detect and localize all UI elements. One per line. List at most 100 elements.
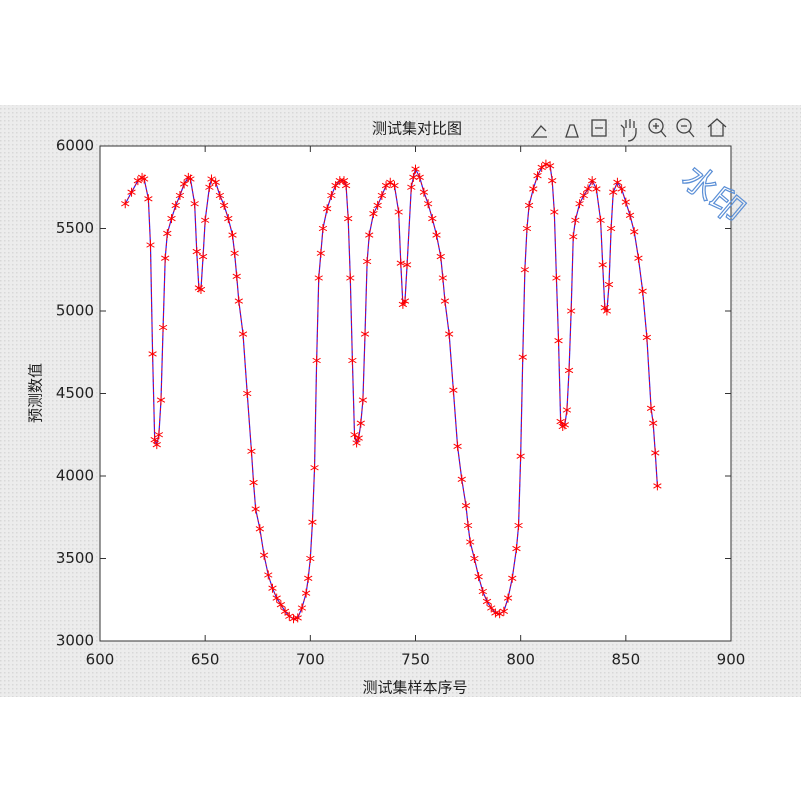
x-tick-label: 900 — [717, 651, 746, 669]
star-marker — [415, 172, 424, 182]
x-tick-label: 750 — [401, 651, 430, 669]
toolbar-button[interactable] — [676, 118, 695, 138]
star-marker — [306, 554, 315, 563]
star-marker — [201, 215, 210, 225]
star-marker — [276, 600, 286, 610]
star-marker — [341, 181, 351, 191]
star-marker — [230, 248, 239, 258]
star-marker — [575, 199, 584, 209]
star-marker — [503, 593, 513, 603]
star-marker — [518, 352, 527, 362]
star-marker — [152, 440, 161, 450]
star-marker — [566, 306, 576, 316]
star-marker — [121, 199, 130, 209]
star-marker — [625, 210, 635, 220]
star-marker — [592, 184, 601, 194]
star-marker — [163, 228, 172, 238]
star-marker — [297, 603, 307, 613]
axes-box — [99, 145, 732, 642]
star-marker — [642, 332, 652, 342]
star-marker — [352, 438, 361, 448]
toolbar-button[interactable] — [707, 118, 727, 137]
star-marker — [522, 224, 532, 233]
star-marker — [255, 524, 265, 534]
star-marker — [386, 177, 395, 187]
star-marker — [512, 544, 521, 554]
star-marker — [259, 550, 269, 560]
star-marker — [634, 253, 643, 263]
star-marker — [630, 227, 639, 237]
star-marker — [308, 517, 317, 527]
toolbar-button[interactable] — [620, 119, 637, 142]
x-tick-label: 850 — [612, 651, 641, 669]
star-marker — [564, 365, 574, 375]
star-marker — [304, 573, 313, 583]
star-marker — [175, 191, 185, 200]
star-marker — [207, 174, 216, 184]
star-marker — [310, 463, 319, 473]
star-marker — [419, 187, 429, 197]
star-marker — [362, 257, 372, 266]
star-marker — [524, 200, 534, 210]
star-marker — [140, 174, 149, 184]
star-marker — [470, 554, 479, 563]
y-tick-label: 5000 — [56, 302, 94, 320]
toolbar-button[interactable] — [591, 119, 607, 137]
star-marker — [356, 418, 365, 428]
star-marker — [537, 162, 546, 172]
star-marker — [358, 395, 368, 405]
toolbar-button[interactable] — [648, 118, 667, 138]
star-marker — [407, 182, 416, 192]
star-marker — [569, 232, 578, 242]
star-marker — [606, 224, 616, 233]
star-marker — [529, 184, 538, 194]
star-marker — [232, 271, 241, 281]
star-marker — [638, 286, 647, 296]
star-marker — [133, 176, 143, 186]
toolbar-button[interactable] — [531, 125, 547, 138]
star-marker — [390, 181, 399, 191]
star-marker — [461, 501, 471, 511]
star-marker — [550, 207, 559, 217]
star-marker — [400, 296, 410, 306]
x-axis-label: 测试集样本序号 — [362, 679, 467, 697]
star-marker — [377, 191, 387, 200]
star-marker — [449, 385, 458, 395]
star-marker — [211, 177, 220, 187]
star-marker — [238, 329, 248, 339]
star-marker — [562, 405, 572, 415]
star-marker — [156, 395, 166, 405]
y-tick-label: 3000 — [56, 632, 94, 650]
star-marker — [453, 441, 462, 451]
star-marker — [621, 197, 630, 207]
star-marker — [192, 247, 201, 257]
star-marker — [554, 336, 563, 346]
star-marker — [268, 583, 277, 593]
star-marker — [436, 252, 445, 262]
star-marker — [556, 417, 565, 427]
star-marker — [318, 224, 328, 233]
star-marker — [609, 187, 618, 197]
star-marker — [344, 214, 353, 224]
toolbar-button[interactable] — [565, 124, 579, 138]
star-marker — [487, 603, 496, 613]
star-marker — [280, 606, 290, 616]
star-marker — [514, 521, 523, 530]
star-marker — [409, 172, 418, 182]
star-marker — [198, 252, 208, 262]
star-marker — [171, 200, 180, 210]
star-marker — [474, 572, 483, 582]
star-marker — [598, 260, 607, 270]
star-marker — [365, 230, 374, 240]
star-marker — [508, 573, 517, 583]
star-marker — [186, 174, 195, 184]
star-marker — [478, 587, 487, 596]
star-marker — [312, 356, 321, 365]
star-marker — [438, 273, 448, 283]
y-axis-label: 预测数值 — [27, 363, 45, 423]
star-marker — [583, 184, 593, 194]
star-marker — [228, 230, 237, 240]
x-tick-label: 800 — [506, 651, 535, 669]
star-marker — [348, 356, 357, 365]
